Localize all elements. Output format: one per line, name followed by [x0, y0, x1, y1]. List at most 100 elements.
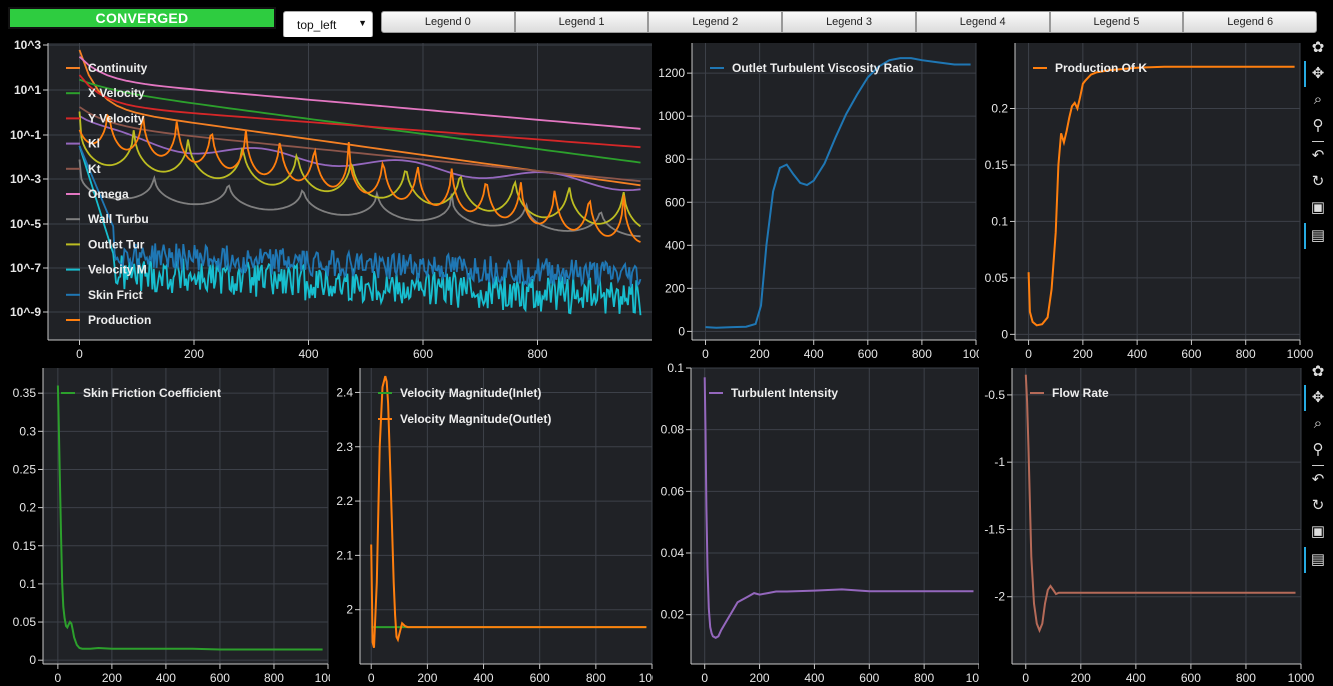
save-icon[interactable]: ▣ [1310, 523, 1326, 540]
active-tool-indicator [1304, 223, 1306, 249]
toolbar-separator [1312, 465, 1324, 466]
x-tick-label: 200 [750, 671, 770, 685]
x-tick-label: 600 [1181, 347, 1201, 361]
legend-label: Velocity Magnitude(Inlet) [400, 386, 541, 400]
y-tick-label: 0.08 [661, 423, 685, 437]
y-tick-label: 800 [665, 152, 685, 166]
y-tick-label: 0.35 [13, 386, 37, 400]
pan-icon[interactable]: ✥ [1311, 65, 1325, 82]
active-tool-indicator [1304, 385, 1306, 411]
hover-icon[interactable]: ▤ [1310, 227, 1326, 244]
x-tick-label: 800 [1236, 671, 1256, 685]
plot-toolbar-bottom: ✿ ✥ ⌕ ⚲ ↶ ↻ ▣ ▤ [1304, 361, 1333, 581]
x-tick-label: 1000 [1288, 671, 1315, 685]
box-zoom-icon[interactable]: ⌕ [1313, 91, 1323, 108]
bokeh-logo-icon[interactable]: ✿ [1311, 363, 1325, 380]
x-tick-label: 600 [1181, 671, 1201, 685]
x-tick-label: 200 [184, 347, 204, 361]
legend-label: Outlet Turbulent Viscosity Ratio [732, 61, 914, 75]
legend-label: Production Of K [1055, 61, 1147, 75]
chevron-down-icon: ▼ [358, 18, 367, 28]
y-tick-label: 2 [346, 603, 353, 617]
y-tick-label: 0.02 [661, 608, 685, 622]
chart-flow-rate: 0 200 400 600 800 1000 -0.5 -1 -1.5 -2 Flow Rate [979, 361, 1315, 686]
y-tick-label: 1000 [658, 109, 685, 123]
x-tick-label: 0 [368, 671, 375, 685]
chart-residuals: 0 200 400 600 800 10^3 10^1 10^-1 10^-3 10^-5 10^-… [8, 37, 655, 361]
legend-label: Velocity M [88, 263, 147, 277]
legend-label: Outlet Tur [88, 237, 145, 251]
legend-button-3[interactable]: Legend 3 [782, 11, 916, 33]
box-zoom-icon[interactable]: ⌕ [1313, 415, 1323, 432]
reset-icon[interactable]: ↻ [1311, 497, 1325, 514]
x-tick-label: 600 [210, 671, 230, 685]
x-tick-label: 800 [914, 671, 934, 685]
series-line-flow-rate [1024, 374, 1296, 634]
legend-label: Turbulent Intensity [731, 386, 838, 400]
x-tick-label: 1000 [1287, 347, 1314, 361]
x-tick-label: 200 [417, 671, 437, 685]
chart-skin-friction: 0 200 400 600 800 100000.050.10.150.20.250.30… [8, 361, 342, 686]
legend-button-2[interactable]: Legend 2 [648, 11, 783, 33]
y-tick-label: 2.4 [336, 385, 353, 399]
series-line-production-of-k [1027, 65, 1295, 327]
plot-toolbar-top: ✿ ✥ ⌕ ⚲ ↶ ↻ ▣ ▤ [1304, 37, 1333, 257]
wheel-zoom-icon[interactable]: ⚲ [1312, 117, 1324, 134]
y-tick-label: -2 [994, 590, 1005, 604]
legend-label: Kt [88, 162, 101, 176]
undo-icon[interactable]: ↶ [1311, 471, 1325, 488]
plot-area [1015, 43, 1300, 340]
chart-prod-k: 0 200 400 600 800 1000 0 0.05 0.1 0.15 0.2 Producti… [979, 37, 1314, 361]
legend-button-1[interactable]: Legend 1 [514, 11, 649, 33]
x-tick-label: 800 [264, 671, 284, 685]
y-tick-label: 0.25 [13, 462, 37, 476]
reset-icon[interactable]: ↻ [1311, 173, 1325, 190]
y-tick-label: 10^-5 [10, 217, 41, 231]
legend-button-6[interactable]: Legend 6 [1183, 11, 1318, 33]
y-tick-label: 0.3 [19, 424, 36, 438]
legend-location-value: top_left [297, 18, 337, 32]
y-tick-label: -1 [994, 455, 1005, 469]
y-tick-label: 10^-1 [10, 128, 41, 142]
legend-label: Velocity Magnitude(Outlet) [400, 412, 551, 426]
x-tick-label: 600 [530, 671, 550, 685]
legend-button-4[interactable]: Legend 4 [915, 11, 1050, 33]
bokeh-logo-icon[interactable]: ✿ [1311, 39, 1325, 56]
series-line-wall-turbu [78, 159, 641, 238]
save-icon[interactable]: ▣ [1310, 199, 1326, 216]
y-tick-label: 10^1 [14, 83, 41, 97]
x-tick-label: 600 [413, 347, 433, 361]
y-tick-label: 2.2 [336, 494, 353, 508]
y-tick-label: 600 [665, 195, 685, 209]
legend-button-0[interactable]: Legend 0 [381, 11, 515, 33]
x-tick-label: 200 [1071, 671, 1091, 685]
y-tick-label: 0.1 [667, 361, 684, 375]
hover-icon[interactable]: ▤ [1310, 551, 1326, 568]
y-tick-label: -1.5 [984, 522, 1005, 536]
series-line-kt [79, 106, 641, 183]
legend-label: Skin Frict [88, 288, 143, 302]
legend-label: Kl [88, 137, 100, 151]
x-tick-label: 400 [804, 347, 824, 361]
convergence-status-badge: CONVERGED [8, 7, 276, 29]
legend-label: X Velocity [88, 86, 145, 100]
series-line-y-velocity [78, 74, 641, 149]
pan-icon[interactable]: ✥ [1311, 389, 1325, 406]
y-tick-label: 0.05 [985, 271, 1009, 285]
y-tick-label: 10^-7 [10, 261, 41, 275]
x-tick-label: 400 [298, 347, 318, 361]
x-tick-label: 400 [156, 671, 176, 685]
x-tick-label: 400 [1127, 347, 1147, 361]
wheel-zoom-icon[interactable]: ⚲ [1312, 441, 1324, 458]
x-tick-label: 0 [55, 671, 62, 685]
y-tick-label: 0 [29, 653, 36, 667]
x-tick-label: 0 [1022, 671, 1029, 685]
x-tick-label: 800 [527, 347, 547, 361]
x-tick-label: 200 [102, 671, 122, 685]
series-line-outlet-turbulent-viscosity-ratio [705, 57, 971, 329]
legend-button-5[interactable]: Legend 5 [1049, 11, 1184, 33]
legend-label: Continuity [88, 61, 148, 75]
y-tick-label: 400 [665, 238, 685, 252]
undo-icon[interactable]: ↶ [1311, 147, 1325, 164]
